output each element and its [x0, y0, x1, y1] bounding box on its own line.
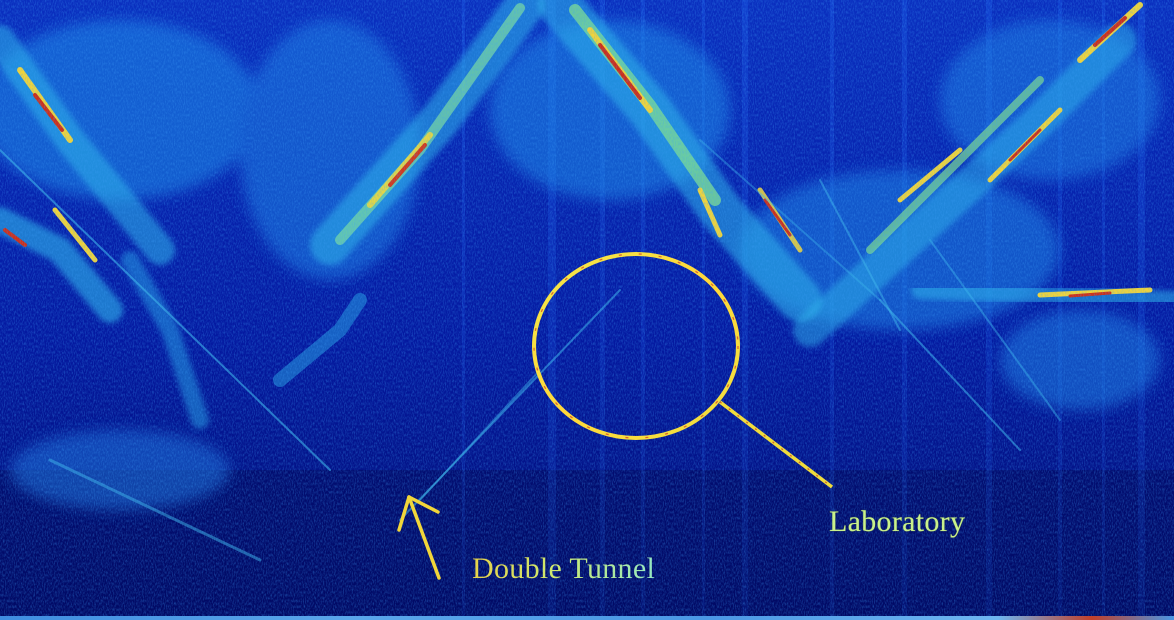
leader-line-icon	[718, 400, 834, 489]
circle-marker-icon	[532, 252, 740, 440]
double-tunnel-label: Double Tunnel	[472, 552, 656, 585]
arrow-up-icon	[397, 495, 441, 580]
laboratory-label: Laboratory	[829, 505, 966, 538]
bottom-edge-strip	[0, 616, 1174, 620]
